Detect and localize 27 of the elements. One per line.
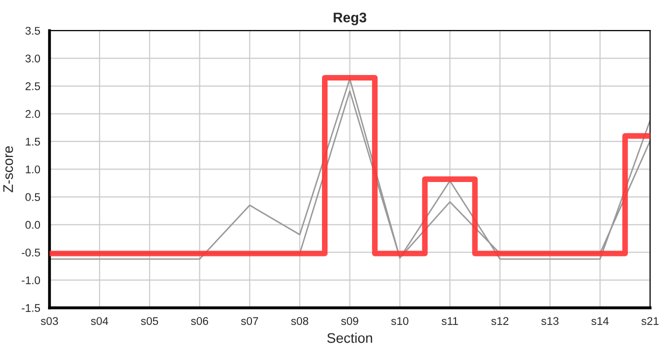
y-tick-label: 0.0 [25,220,40,229]
y-tick-label: 1.5 [26,138,40,146]
y-tick-label: 3.0 [25,54,40,62]
x-tick-label: s13 [541,317,558,325]
x-tick-label: s21 [641,317,659,325]
y-tick-label: 1.0 [26,165,40,174]
x-tick-label: s05 [140,317,158,325]
x-tick-label: s08 [291,317,308,325]
y-tick-label: 2.5 [26,82,40,90]
y-axis-title: Z-score [3,146,14,192]
x-tick-label: s10 [391,317,408,325]
y-tick-label: 2.0 [26,110,40,118]
y-tick-label: -1.0 [22,276,40,284]
x-tick-label: s09 [341,317,358,325]
y-tick-label: -1.5 [22,304,40,312]
x-tick-label: s07 [241,317,258,325]
y-tick-label: 0.5 [25,193,40,202]
y-tick-label: 3.5 [25,26,40,35]
x-tick-label: s11 [442,317,458,325]
x-tick-label: s03 [40,317,58,325]
x-tick-label: s04 [90,317,108,325]
x-tick-label: s12 [491,317,508,325]
chart-title: Reg3 [334,12,366,26]
x-axis-title: Section [327,332,372,343]
x-tick-label: s14 [591,317,609,325]
y-tick-label: -0.5 [22,248,40,256]
x-tick-label: s06 [191,317,208,325]
